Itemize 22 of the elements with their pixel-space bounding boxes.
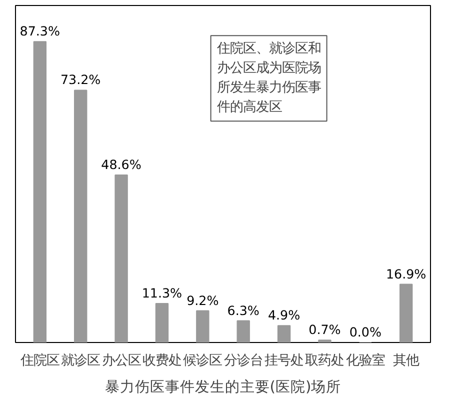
x-tick-label: 住院区 [19,354,60,368]
data-label: 87.3% [20,24,60,39]
x-tick-label: 候诊区 [183,354,222,368]
text: 暴力伤医事件发生的主要(医院)场所 [104,378,342,396]
data-label: 6.3% [227,302,260,318]
data-label: 48.6% [101,156,142,172]
data-label: 73.2% [60,72,101,88]
data-label: 16.9% [386,266,426,282]
x-tick-label: 分诊台 [224,354,263,368]
x-tick-label: 挂号处 [264,354,304,368]
x-tick-label: 取药处 [305,354,344,368]
data-label: 9.2% [186,292,219,308]
x-tick-label: 就诊区 [61,354,100,368]
x-tick-label: 办公区 [102,354,141,368]
x-tick-label: 收费处 [142,354,182,368]
x-tick-label: 其他 [393,354,420,368]
data-label: 11.3% [142,286,182,301]
data-label: 0.0% [349,324,382,340]
data-label: 4.9% [268,308,300,323]
data-label: 0.7% [308,322,341,338]
x-tick-label: 化验室 [346,352,385,368]
annotation: 住院区、就诊区和办公区成为医院场所发生暴力伤医事件的高发区 [216,42,321,116]
